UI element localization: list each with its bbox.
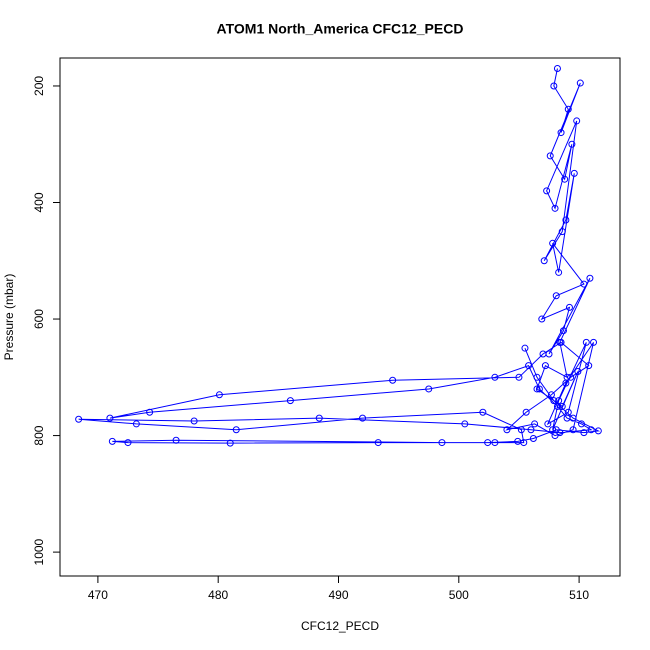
data-point bbox=[226, 439, 234, 447]
data-point bbox=[286, 397, 294, 405]
data-point bbox=[585, 362, 593, 370]
chart-title: ATOM1 North_America CFC12_PECD bbox=[217, 21, 464, 37]
data-point bbox=[553, 64, 561, 72]
data-point bbox=[533, 385, 541, 393]
data-point bbox=[124, 439, 132, 447]
y-tick-label: 400 bbox=[32, 192, 46, 212]
data-point bbox=[590, 338, 598, 346]
x-tick-label: 490 bbox=[328, 588, 348, 602]
data-point bbox=[552, 292, 560, 300]
data-point bbox=[438, 439, 446, 447]
data-line bbox=[78, 68, 601, 444]
data-point bbox=[541, 362, 549, 370]
data-point bbox=[529, 434, 537, 442]
y-tick-label: 800 bbox=[32, 425, 46, 445]
x-tick-label: 510 bbox=[569, 588, 589, 602]
data-point bbox=[525, 362, 533, 370]
data-point bbox=[132, 420, 140, 428]
data-point bbox=[586, 274, 594, 282]
data-point bbox=[531, 420, 539, 428]
data-point bbox=[559, 327, 567, 335]
data-point bbox=[315, 414, 323, 422]
data-point bbox=[570, 169, 578, 177]
data-point bbox=[425, 385, 433, 393]
data-point bbox=[558, 402, 566, 410]
data-point bbox=[574, 367, 582, 375]
data-point bbox=[527, 426, 535, 434]
data-point bbox=[491, 439, 499, 447]
data-point bbox=[521, 344, 529, 352]
data-point bbox=[564, 105, 572, 113]
data-point bbox=[558, 228, 566, 236]
data-point bbox=[557, 129, 565, 137]
data-point bbox=[561, 175, 569, 183]
x-tick-label: 500 bbox=[449, 588, 469, 602]
data-point bbox=[587, 426, 595, 434]
data-point bbox=[359, 414, 367, 422]
data-point bbox=[550, 397, 558, 405]
data-point bbox=[232, 426, 240, 434]
data-point bbox=[565, 303, 573, 311]
data-point bbox=[190, 417, 198, 425]
data-point bbox=[522, 408, 530, 416]
data-point bbox=[75, 415, 83, 423]
data-point bbox=[374, 439, 382, 447]
data-point bbox=[549, 426, 557, 434]
data-point bbox=[503, 426, 511, 434]
data-point bbox=[568, 140, 576, 148]
data-point bbox=[544, 420, 552, 428]
data-point bbox=[533, 373, 541, 381]
data-point bbox=[546, 152, 554, 160]
data-point bbox=[172, 436, 180, 444]
data-point bbox=[557, 338, 565, 346]
data-point bbox=[576, 79, 584, 87]
data-point bbox=[562, 216, 570, 224]
data-point bbox=[594, 427, 602, 435]
data-point bbox=[484, 439, 492, 447]
data-point bbox=[582, 338, 590, 346]
data-point bbox=[215, 391, 223, 399]
data-point bbox=[514, 437, 522, 445]
data-point bbox=[553, 402, 561, 410]
data-point bbox=[578, 420, 586, 428]
x-tick-label: 470 bbox=[88, 588, 108, 602]
data-point bbox=[540, 257, 548, 265]
data-point bbox=[547, 391, 555, 399]
plot-frame bbox=[59, 57, 621, 577]
data-point bbox=[491, 373, 499, 381]
data-point bbox=[550, 82, 558, 90]
data-point bbox=[580, 280, 588, 288]
data-point bbox=[146, 408, 154, 416]
data-point bbox=[552, 426, 560, 434]
data-point bbox=[461, 420, 469, 428]
data-point bbox=[555, 268, 563, 276]
data-point bbox=[562, 379, 570, 387]
y-tick-label: 600 bbox=[32, 309, 46, 329]
y-tick-label: 1000 bbox=[32, 538, 46, 565]
data-point bbox=[573, 117, 581, 125]
y-axis-label: Pressure (mbar) bbox=[2, 274, 16, 361]
data-point bbox=[515, 373, 523, 381]
data-point bbox=[479, 408, 487, 416]
data-point bbox=[569, 426, 577, 434]
data-point bbox=[535, 385, 543, 393]
data-point bbox=[389, 376, 397, 384]
data-point bbox=[106, 414, 114, 422]
x-axis-label: CFC12_PECD bbox=[301, 619, 379, 633]
data-point bbox=[580, 429, 588, 437]
data-point bbox=[549, 239, 557, 247]
data-point bbox=[551, 204, 559, 212]
data-point bbox=[108, 437, 116, 445]
data-point bbox=[517, 426, 525, 434]
x-tick-label: 480 bbox=[208, 588, 228, 602]
data-point bbox=[567, 373, 575, 381]
y-tick-label: 200 bbox=[32, 76, 46, 96]
data-point bbox=[539, 350, 547, 358]
data-point bbox=[538, 315, 546, 323]
data-point bbox=[569, 414, 577, 422]
data-point bbox=[543, 187, 551, 195]
